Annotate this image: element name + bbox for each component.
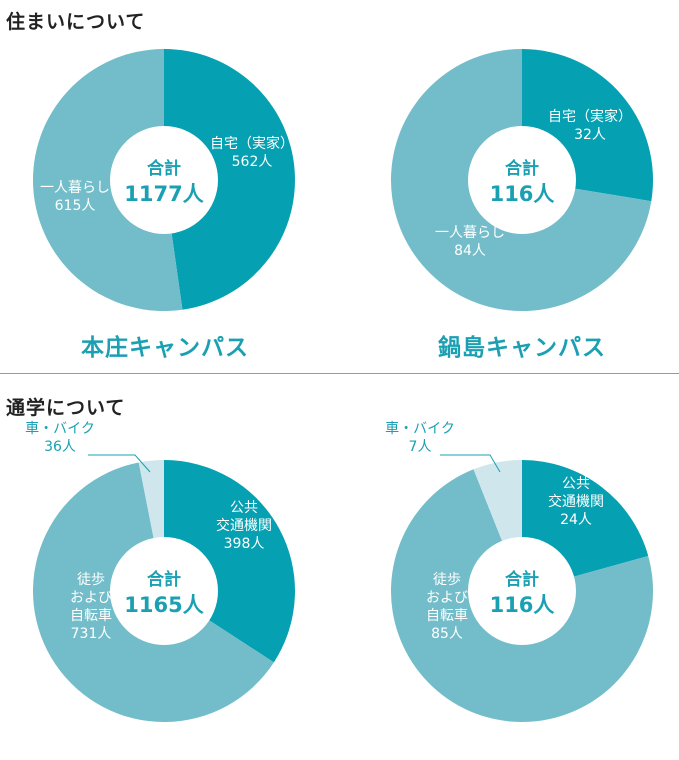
chart-2-total-value: 116人 bbox=[490, 182, 555, 206]
chart-4-slice-1-label-line-3: 24人 bbox=[560, 512, 592, 528]
chart-3-slice-2-label-line-2: および bbox=[70, 590, 112, 606]
chart-4-slice-1-label-line-2: 交通機関 bbox=[548, 493, 604, 510]
housing-section-title: 住まいについて bbox=[6, 11, 146, 33]
chart-4-callout-line-3 bbox=[440, 454, 501, 473]
chart-2-center-hole bbox=[468, 126, 576, 234]
chart-1-total-value: 1177人 bbox=[124, 182, 203, 206]
chart-4-center-hole bbox=[468, 537, 576, 645]
chart-4-slice-3-label-line-2: 7人 bbox=[409, 439, 432, 455]
chart-1-center-hole bbox=[110, 126, 218, 234]
section-divider bbox=[0, 373, 679, 374]
chart-4-slice-3-label-line-1: 車・バイク bbox=[385, 420, 455, 437]
chart-1-slice-2-label-line-1: 一人暮らし bbox=[40, 180, 110, 196]
chart-2-total-label: 合計 bbox=[505, 158, 539, 179]
chart-4-slice-2-label-line-2: および bbox=[426, 590, 468, 606]
chart-4-slice-2-label-line-1: 徒歩 bbox=[433, 572, 461, 588]
chart-3-slice-3-label-line-2: 36人 bbox=[44, 439, 76, 455]
chart-2-slice-1-label-line-1: 自宅（実家） bbox=[548, 108, 632, 125]
chart-3-center-hole bbox=[110, 537, 218, 645]
chart-1-slice-1-label-line-2: 562人 bbox=[232, 154, 273, 170]
chart-3-callout-line-3 bbox=[88, 454, 151, 473]
chart-2-slice-2-label-line-2: 84人 bbox=[454, 243, 486, 259]
commute-section-title: 通学について bbox=[6, 397, 126, 419]
chart-4-slice-2-label-line-4: 85人 bbox=[431, 626, 463, 642]
chart-1-slice-1-label-line-1: 自宅（実家） bbox=[210, 135, 294, 152]
chart-3-slice-2-label-line-1: 徒歩 bbox=[77, 572, 105, 588]
chart-3-slice-2-label-line-3: 自転車 bbox=[70, 607, 112, 624]
chart-4-slice-2-label-line-3: 自転車 bbox=[426, 607, 468, 624]
chart-3-slice-2-label-line-4: 731人 bbox=[71, 626, 112, 642]
campus-label-honjo: 本庄キャンパス bbox=[81, 335, 249, 361]
chart-1-total-label: 合計 bbox=[147, 158, 181, 179]
campus-label-nabeshima: 鍋島キャンパス bbox=[438, 335, 606, 361]
chart-1-slice-2-label-line-2: 615人 bbox=[55, 198, 96, 214]
chart-3-total-label: 合計 bbox=[147, 569, 181, 590]
chart-1-slice-2 bbox=[32, 49, 183, 311]
chart-2-slice-2-label-line-1: 一人暮らし bbox=[435, 225, 505, 241]
chart-4-slice-1-label-line-1: 公共 bbox=[562, 476, 590, 492]
chart-4-total-value: 116人 bbox=[490, 593, 555, 617]
chart-3-slice-1-label-line-3: 398人 bbox=[224, 536, 265, 552]
chart-3-total-value: 1165人 bbox=[124, 593, 203, 617]
chart-2-slice-1-label-line-2: 32人 bbox=[574, 127, 606, 143]
chart-1-slice-1 bbox=[164, 49, 295, 310]
chart-3-slice-3-label-line-1: 車・バイク bbox=[25, 420, 95, 437]
chart-3-slice-1-label-line-1: 公共 bbox=[230, 500, 258, 516]
chart-3-slice-1-label-line-2: 交通機関 bbox=[216, 517, 272, 534]
chart-4-total-label: 合計 bbox=[505, 569, 539, 590]
